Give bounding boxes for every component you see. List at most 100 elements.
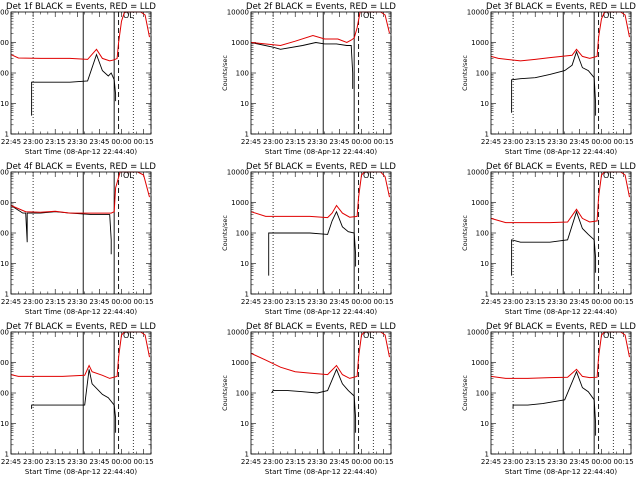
x-tick-label: 23:00	[503, 298, 523, 306]
x-tick-label: 23:30	[67, 298, 87, 306]
y-axis-label: Counts/sec	[221, 375, 229, 411]
x-tick-label: 22:45	[481, 138, 501, 146]
y-tick-label: 100	[0, 70, 9, 78]
events-series-line	[271, 368, 357, 433]
x-tick-label: 22:45	[241, 458, 261, 466]
chart-panel-7: Det 7f BLACK = Events, RED = LLDCounts/s…	[0, 322, 156, 476]
y-tick-label: 1000	[0, 39, 9, 47]
x-tick-label: 23:15	[285, 458, 305, 466]
plot-frame	[490, 11, 632, 135]
y-tick-label: 10	[480, 100, 489, 108]
y-tick-label: 1000	[471, 359, 489, 367]
y-tick-label: 1000	[471, 199, 489, 207]
x-tick-label: 00:15	[134, 138, 154, 146]
y-tick-label: 10000	[227, 9, 249, 17]
x-tick-label: 23:00	[23, 138, 43, 146]
y-axis-label: Counts/sec	[221, 55, 229, 91]
chart-panel-2: Det 2f BLACK = Events, RED = LLD Counts/s…	[221, 2, 396, 156]
ol-label: OL	[123, 331, 134, 340]
chart-panel-1: Det 1f BLACK = Events, RED = LLDCounts/s…	[0, 2, 156, 156]
x-tick-label: 23:30	[307, 138, 327, 146]
x-tick-label: 23:00	[263, 298, 283, 306]
x-tick-label: 23:45	[89, 138, 109, 146]
y-tick-label: 1	[485, 451, 489, 459]
y-tick-label: 1	[5, 451, 9, 459]
y-tick-label: 1	[245, 451, 249, 459]
x-tick-label: 22:45	[1, 298, 21, 306]
x-tick-label: 23:45	[329, 138, 349, 146]
x-tick-label: 23:45	[569, 138, 589, 146]
chart-title: Det 6f BLACK = Events, RED = LLD	[486, 162, 636, 172]
x-tick-label: 23:15	[285, 138, 305, 146]
x-tick-label: 23:45	[329, 458, 349, 466]
x-tick-label: 00:15	[374, 298, 394, 306]
x-tick-label: 00:00	[111, 138, 131, 146]
x-tick-label: 00:00	[591, 138, 611, 146]
chart-title: Det 7f BLACK = Events, RED = LLD	[6, 322, 156, 332]
y-tick-label: 100	[236, 70, 249, 78]
x-tick-label: 22:45	[241, 138, 261, 146]
y-tick-label: 1	[245, 131, 249, 139]
x-tick-label: 23:30	[307, 458, 327, 466]
x-axis-label: Start Time (08-Apr-12 22:44:40)	[265, 308, 377, 316]
y-tick-label: 1000	[231, 359, 249, 367]
x-tick-label: 23:00	[503, 458, 523, 466]
plot-frame	[490, 171, 632, 295]
x-tick-label: 22:45	[1, 458, 21, 466]
x-tick-label: 22:45	[481, 298, 501, 306]
y-tick-label: 10	[480, 420, 489, 428]
chart-title: Det 1f BLACK = Events, RED = LLD	[6, 2, 156, 12]
y-tick-label: 10000	[0, 329, 9, 337]
x-tick-label: 00:00	[111, 458, 131, 466]
plot-frame	[250, 331, 392, 455]
y-axis-label: Counts/sec	[221, 215, 229, 251]
x-tick-label: 23:15	[525, 458, 545, 466]
x-tick-label: 23:00	[263, 458, 283, 466]
events-series-line	[31, 53, 117, 116]
x-tick-label: 23:15	[525, 298, 545, 306]
x-tick-label: 23:30	[547, 138, 567, 146]
x-tick-label: 00:15	[614, 138, 634, 146]
x-tick-label: 23:00	[23, 298, 43, 306]
x-tick-label: 00:15	[134, 298, 154, 306]
x-tick-label: 00:15	[614, 458, 634, 466]
y-axis-label: Counts/sec	[461, 55, 469, 91]
x-tick-label: 23:15	[45, 138, 65, 146]
x-tick-label: 00:00	[111, 298, 131, 306]
chart-title: Det 5f BLACK = Events, RED = LLD	[246, 162, 396, 172]
chart-title: Det 8f BLACK = Events, RED = LLD	[246, 322, 396, 332]
chart-title: Det 4f BLACK = Events, RED = LLD	[6, 162, 156, 172]
ol-label: OL	[123, 11, 134, 20]
chart-title: Det 2f BLACK = Events, RED = LLD	[246, 2, 396, 12]
chart-panel-4: Det 4f BLACK = Events, RED = LLDCounts/s…	[0, 162, 156, 316]
chart-panel-5: Det 5f BLACK = Events, RED = LLD Counts/s…	[221, 162, 396, 316]
x-tick-label: 23:15	[525, 138, 545, 146]
x-axis-label: Start Time (08-Apr-12 22:44:40)	[25, 308, 137, 316]
events-series-line	[268, 210, 357, 276]
x-tick-label: 22:45	[1, 138, 21, 146]
y-tick-label: 10	[240, 260, 249, 268]
x-tick-label: 00:00	[351, 298, 371, 306]
x-axis-label: Start Time (08-Apr-12 22:44:40)	[265, 148, 377, 156]
x-tick-label: 23:30	[67, 138, 87, 146]
x-axis-label: Start Time (08-Apr-12 22:44:40)	[505, 308, 617, 316]
x-tick-label: 00:15	[374, 458, 394, 466]
chart-panel-3: Det 3f BLACK = Events, RED = LLD Counts/s…	[461, 2, 636, 156]
y-tick-label: 10000	[227, 169, 249, 177]
y-tick-label: 10	[0, 100, 9, 108]
ol-label: OL	[603, 11, 614, 20]
ol-label: OL	[363, 11, 374, 20]
events-series-line	[511, 50, 597, 116]
y-tick-label: 10	[240, 100, 249, 108]
ol-label: OL	[603, 331, 614, 340]
x-tick-label: 23:30	[307, 298, 327, 306]
y-tick-label: 100	[476, 230, 489, 238]
y-axis-label: Counts/sec	[461, 375, 469, 411]
y-tick-label: 10000	[467, 9, 489, 17]
y-tick-label: 10	[240, 420, 249, 428]
chart-panel-8: Det 8f BLACK = Events, RED = LLD Counts/s…	[221, 322, 396, 476]
y-tick-label: 1	[5, 131, 9, 139]
y-tick-label: 10	[0, 260, 9, 268]
y-tick-label: 10000	[0, 9, 9, 17]
